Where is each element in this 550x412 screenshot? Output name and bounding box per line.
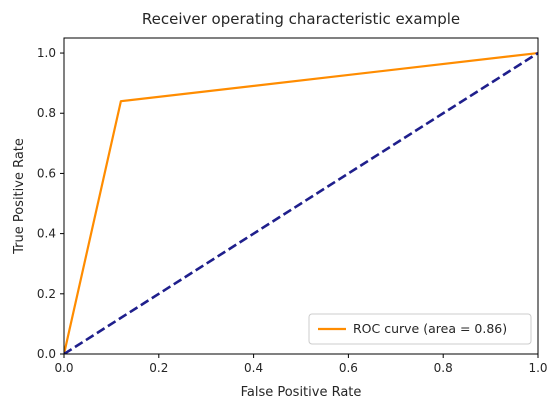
x-tick-label: 0.4: [244, 361, 263, 375]
series-line-roc: [64, 51, 538, 354]
x-axis-label: False Positive Rate: [241, 385, 362, 400]
y-axis-label: True Positive Rate: [12, 138, 27, 255]
y-tick-label: 0.6: [37, 166, 56, 180]
legend-label-roc: ROC curve (area = 0.86): [353, 321, 507, 336]
x-tick-label: 0.2: [149, 361, 168, 375]
axes-frame: [63, 37, 539, 355]
plot-area: [64, 51, 538, 354]
axes: [63, 37, 539, 355]
x-tick-label: 0.8: [434, 361, 453, 375]
chart-title: Receiver operating characteristic exampl…: [142, 10, 460, 28]
x-tick-label: 1.0: [528, 361, 547, 375]
y-tick-label: 0.0: [37, 347, 56, 361]
y-tick-label: 1.0: [37, 46, 56, 60]
tick-marks: 0.0 0.2 0.4 0.6 0.8 1.0 0.0 0.2 0.4 0.6 0.8 1.0: [37, 46, 548, 375]
y-tick-label: 0.4: [37, 227, 56, 241]
series-line-chance: [64, 51, 538, 354]
legend: ROC curve (area = 0.86): [308, 313, 532, 345]
legend-box: [308, 313, 532, 345]
x-tick-label: 0.0: [54, 361, 73, 375]
x-tick-label: 0.6: [339, 361, 358, 375]
y-tick-label: 0.8: [37, 106, 56, 120]
y-tick-label: 0.2: [37, 287, 56, 301]
